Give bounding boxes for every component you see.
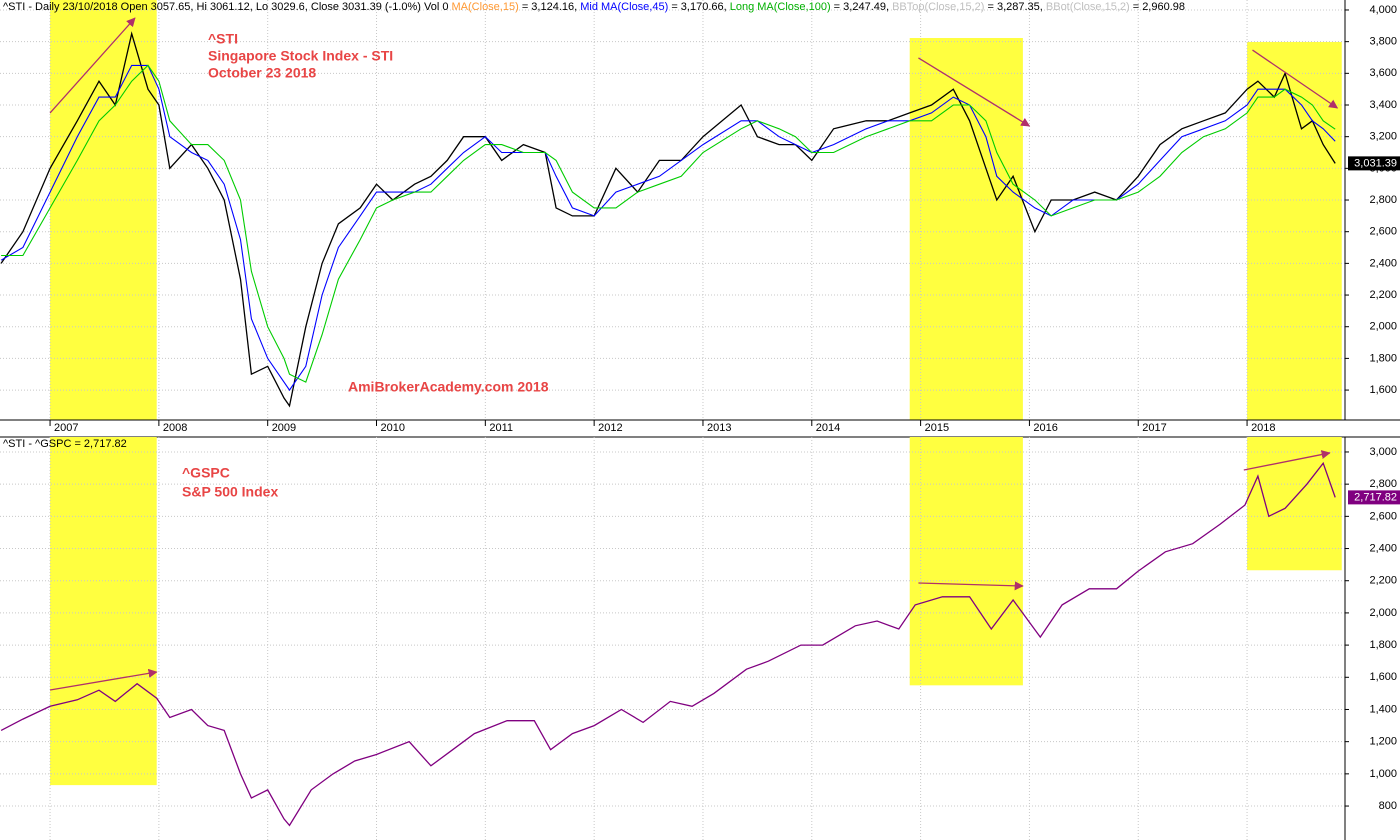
annotation: ^GSPC — [182, 465, 230, 481]
x-tick-label: 2008 — [163, 422, 187, 434]
x-tick-label: 2014 — [816, 422, 840, 434]
price-line — [0, 461, 1336, 827]
last-value-label: 3,031.39 — [1354, 157, 1397, 169]
x-tick-label: 2009 — [272, 422, 296, 434]
header-segment: ^STI - Daily 23/10/2018 Open 3057.65, Hi… — [3, 1, 452, 13]
x-tick-label: 2018 — [1251, 422, 1275, 434]
y-tick-label: 1,800 — [1369, 352, 1397, 364]
x-tick-label: 2012 — [598, 422, 622, 434]
header-segment: Long MA(Close,100) — [730, 1, 831, 13]
y-tick-label: 800 — [1379, 800, 1397, 812]
y-tick-label: 1,400 — [1369, 703, 1397, 715]
y-tick-label: 3,600 — [1369, 67, 1397, 79]
y-tick-label: 2,000 — [1369, 607, 1397, 619]
trend-arrow — [1243, 450, 1331, 471]
header-segment: BBTop(Close,15,2) — [892, 1, 984, 13]
highlight-region — [909, 38, 1023, 421]
x-tick-label: 2007 — [54, 422, 78, 434]
annotation: AmiBrokerAcademy.com 2018 — [348, 379, 549, 395]
last-value-label: 2,717.82 — [1354, 491, 1397, 503]
trend-arrow — [918, 57, 1031, 127]
y-tick-label: 1,600 — [1369, 384, 1397, 396]
y-tick-label: 2,200 — [1369, 289, 1397, 301]
pane-header: ^STI - Daily 23/10/2018 Open 3057.65, Hi… — [3, 1, 1185, 13]
trend-arrow — [49, 17, 136, 114]
header-segment: = 3,247.49, — [831, 1, 892, 13]
y-tick-label: 3,200 — [1369, 131, 1397, 143]
last-value-badge — [1348, 490, 1400, 505]
header-segment: = 3,170.66, — [668, 1, 729, 13]
x-tick-label: 2015 — [925, 422, 949, 434]
header-segment: MA(Close,15) — [452, 1, 519, 13]
y-tick-label: 1,600 — [1369, 671, 1397, 683]
annotation: ^STI — [208, 31, 238, 47]
y-tick-label: 3,800 — [1369, 36, 1397, 48]
header-segment: = 3,287.35, — [984, 1, 1045, 13]
highlight-region — [909, 437, 1023, 686]
header-segment: = 2,960.98 — [1130, 1, 1185, 13]
trend-arrow — [1252, 49, 1339, 109]
annotation: October 23 2018 — [208, 65, 316, 81]
y-tick-label: 1,000 — [1369, 768, 1397, 780]
header-segment: BBot(Close,15,2) — [1046, 1, 1130, 13]
y-tick-label: 2,800 — [1369, 478, 1397, 490]
trend-arrow — [49, 668, 158, 691]
highlight-region — [50, 437, 157, 786]
last-value-badge — [1348, 156, 1400, 171]
y-tick-label: 2,600 — [1369, 226, 1397, 238]
header-segment: Mid MA(Close,45) — [580, 1, 668, 13]
y-tick-label: 2,600 — [1369, 510, 1397, 522]
x-tick-label: 2013 — [707, 422, 731, 434]
price-line — [0, 64, 1336, 392]
header-segment: ^STI - ^GSPC = 2,717.82 — [3, 438, 127, 450]
highlight-region — [1247, 437, 1342, 571]
x-tick-label: 2017 — [1142, 422, 1166, 434]
x-tick-label: 2011 — [489, 422, 513, 434]
y-tick-label: 4,000 — [1369, 4, 1397, 16]
y-tick-label: 2,800 — [1369, 194, 1397, 206]
y-tick-label: 1,200 — [1369, 736, 1397, 748]
highlight-region — [50, 0, 157, 420]
annotation: Singapore Stock Index - STI — [208, 48, 393, 64]
pane-header: ^STI - ^GSPC = 2,717.82 — [3, 438, 127, 450]
trend-arrow — [918, 581, 1024, 591]
annotation: S&P 500 Index — [182, 484, 278, 500]
header-segment: = 3,124.16, — [519, 1, 580, 13]
y-tick-label: 1,800 — [1369, 639, 1397, 651]
y-tick-label: 2,400 — [1369, 257, 1397, 269]
y-tick-label: 3,000 — [1369, 446, 1397, 458]
y-tick-label: 2,400 — [1369, 542, 1397, 554]
y-tick-label: 2,200 — [1369, 575, 1397, 587]
y-tick-label: 2,000 — [1369, 321, 1397, 333]
x-tick-label: 2010 — [381, 422, 405, 434]
price-line — [1, 64, 1336, 383]
y-tick-label: 3,400 — [1369, 99, 1397, 111]
x-tick-label: 2016 — [1033, 422, 1057, 434]
